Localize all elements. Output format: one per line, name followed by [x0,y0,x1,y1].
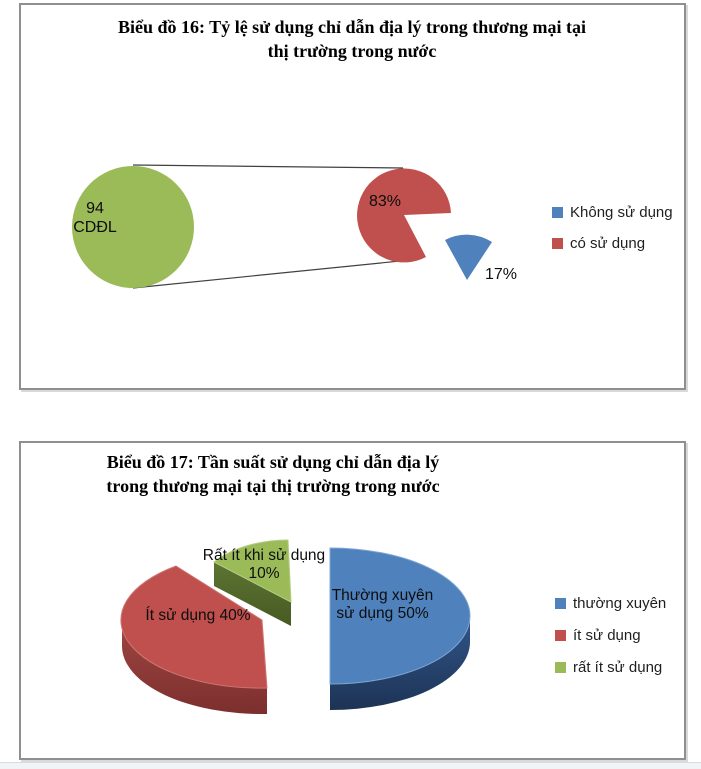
legend-label: thường xuyên [573,595,667,612]
pie17-often-label-line1: Thường xuyên [331,587,434,604]
legend-label: rất ít sử dụng [573,659,663,676]
pie17-often-label: Thường xuyên sử dụng 50% [315,587,450,623]
legend-swatch-blue-icon [552,207,563,218]
bubble-label-line1: 94 [86,200,104,217]
chart16-title: Biểu đồ 16: Tỷ lệ sử dụng chỉ dẫn địa lý… [40,15,664,63]
chart17-title-line1: Biểu đồ 17: Tần suất sử dụng chỉ dẫn địa… [106,452,440,472]
chart16-title-line1: Biểu đồ 16: Tỷ lệ sử dụng chỉ dẫn địa lý… [118,17,586,37]
chart17-title-line2: trong thương mại tại thị trường trong nư… [106,476,440,496]
bubble-label-line2: CDĐL [73,219,117,236]
chart16-title-line2: thị trường trong nước [267,41,437,61]
pie17-veryrare-label-line2: 10% [248,565,280,582]
legend-label: Không sử dụng [570,204,673,221]
pie16-not-used-pct-label: 17% [484,266,518,283]
pie17-veryrare-label: Rất ít khi sử dụng 10% [197,547,331,583]
pie17-veryrare-label-line1: Rất ít khi sử dụng [202,547,326,564]
pie17-rare-label: Ít sử dụng 40% [145,607,251,624]
legend-item-it-su-dung: ít sử dụng [555,627,666,644]
legend-swatch-green-icon [555,662,566,673]
chart17-title: Biểu đồ 17: Tần suất sử dụng chỉ dẫn địa… [80,450,466,498]
legend-item-thuong-xuyen: thường xuyên [555,595,666,612]
pie16-used-pct-label: 83% [368,193,402,210]
chart16-legend: Không sử dụng có sử dụng [552,204,673,252]
legend-swatch-blue-icon [555,598,566,609]
legend-label: có sử dụng [570,235,646,252]
legend-item-co-su-dung: có sử dụng [552,235,673,252]
page-bottom-strip [0,762,701,769]
legend-item-khong-su-dung: Không sử dụng [552,204,673,221]
legend-swatch-red-icon [555,630,566,641]
chart17-legend: thường xuyên ít sử dụng rất ít sử dụng [555,595,666,676]
legend-swatch-red-icon [552,238,563,249]
bubble-label: 94 CDĐL [55,199,135,237]
legend-label: ít sử dụng [573,627,641,644]
pie17-often-label-line2: sử dụng 50% [336,605,429,622]
legend-item-rat-it-su-dung: rất ít sử dụng [555,659,666,676]
